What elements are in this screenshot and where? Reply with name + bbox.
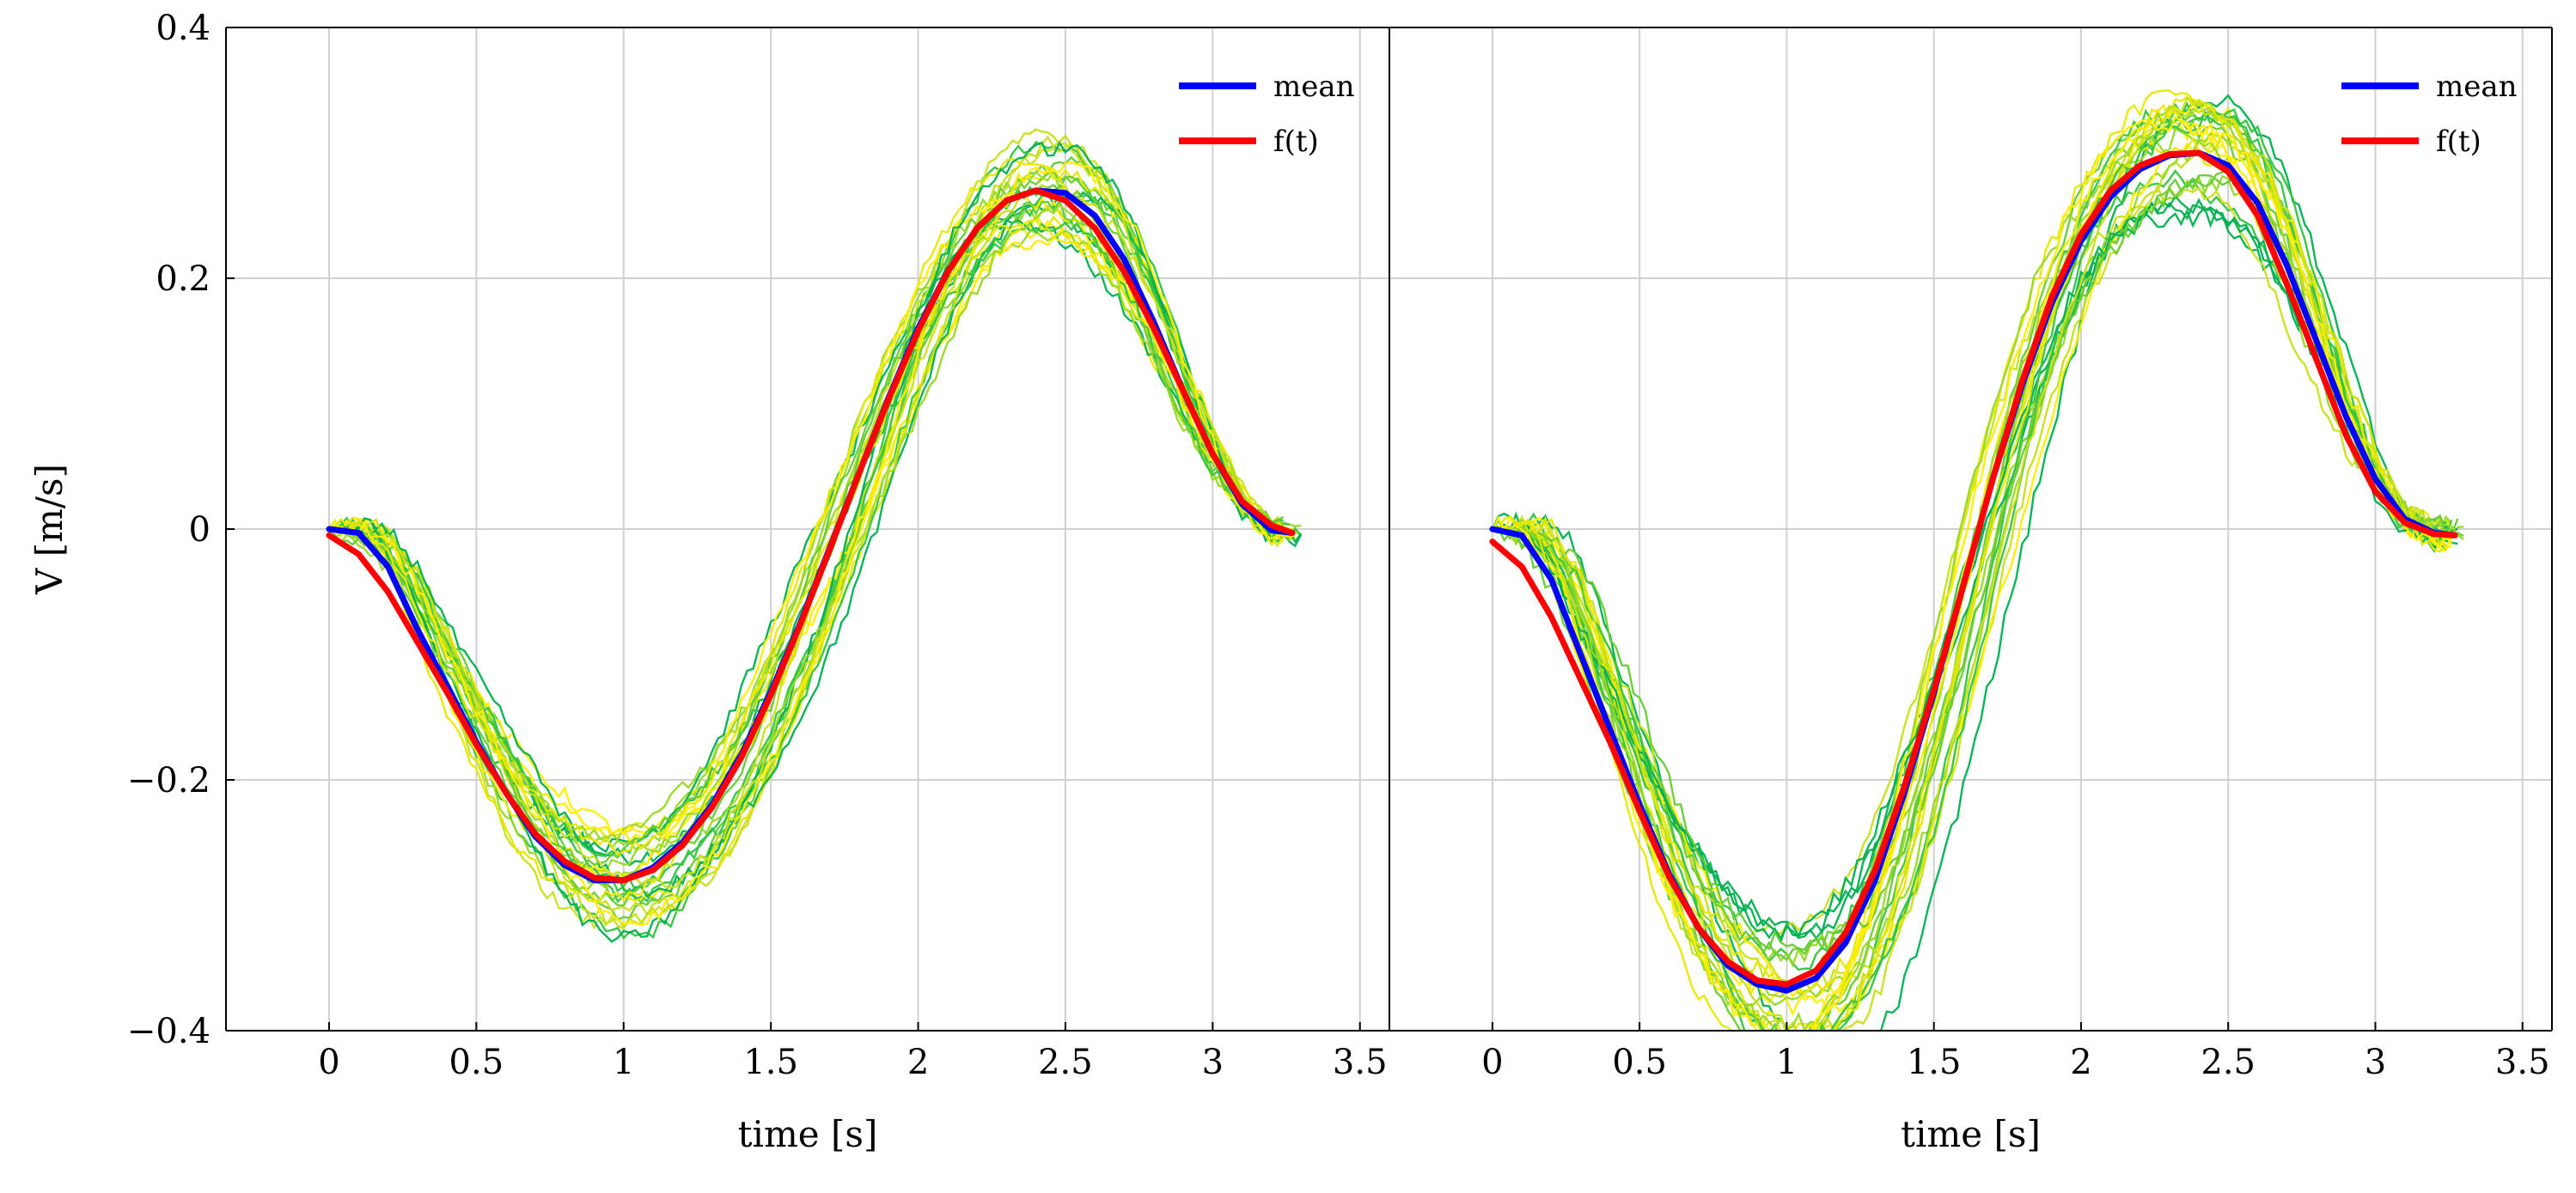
x-axis-title: time [s]: [738, 1113, 878, 1155]
plot-area: [326, 128, 1303, 943]
panel-right: 0 0.5 1 1.5 2 2.5 3 3.5 time [s] mean f(t): [1389, 27, 2553, 1155]
y-tick-label: 0.4: [156, 9, 211, 48]
trial-curve: [328, 140, 1291, 943]
y-tick-label: −0.2: [127, 761, 211, 800]
x-tick-label: 1.5: [1907, 1043, 1962, 1082]
trial-curve: [328, 161, 1296, 927]
legend-label-mean: mean: [1273, 70, 1355, 104]
x-tick-label: 2.5: [1038, 1043, 1093, 1082]
x-tick-label: 0: [318, 1043, 339, 1082]
trial-curve: [328, 229, 1302, 843]
y-tick-label: 0: [189, 510, 211, 550]
trial-curve: [1492, 205, 2458, 945]
legend-label-f-t: f(t): [2436, 125, 2481, 159]
legend-label-mean: mean: [2436, 70, 2518, 104]
y-tick-label: 0.2: [156, 259, 211, 299]
series-line-f-t: [326, 187, 1296, 884]
trial-curve: [327, 169, 1285, 892]
x-tick-label: 2: [2070, 1043, 2091, 1082]
x-tick-label: 0.5: [449, 1043, 504, 1082]
x-tick-label: 1.5: [743, 1043, 798, 1082]
panel-left: 0 0.5 1 1.5 2 2.5 3 3.5 −0.4 −0.2 0 0.2 0.4 time [s] V…: [28, 9, 1389, 1155]
plot-area: [1489, 89, 2464, 1031]
trial-curve: [328, 191, 1303, 898]
x-tick-label: 1: [613, 1043, 634, 1082]
trial-curve: [328, 187, 1290, 893]
x-tick-label: 2: [907, 1043, 929, 1082]
trial-curve: [1492, 100, 2447, 1031]
trial-curve: [1492, 98, 2453, 1031]
trial-curve: [328, 218, 1290, 856]
trial-curve: [328, 192, 1285, 881]
x-tick-label: 0: [1481, 1043, 1503, 1082]
x-tick-label: 1: [1776, 1043, 1798, 1082]
y-tick-label: −0.4: [127, 1012, 211, 1051]
x-tick-label: 3.5: [2495, 1043, 2550, 1082]
x-tick-label: 3: [1202, 1043, 1224, 1082]
x-tick-label: 3.5: [1333, 1043, 1388, 1082]
series-line-f-t: [1489, 149, 2458, 988]
trial-curve: [328, 169, 1285, 902]
trial-curve: [328, 218, 1291, 854]
x-tick-label: 0.5: [1612, 1043, 1667, 1082]
y-axis-title: V [m/s]: [28, 464, 70, 595]
trial-curve: [1492, 105, 2464, 1031]
x-tick-label: 3: [2365, 1043, 2386, 1082]
legend-label-f-t: f(t): [1273, 125, 1319, 159]
x-tick-label: 2.5: [2201, 1043, 2256, 1082]
x-axis-title: time [s]: [1901, 1113, 2041, 1155]
trial-curve: [1492, 142, 2452, 1013]
trial-curve: [328, 221, 1284, 857]
